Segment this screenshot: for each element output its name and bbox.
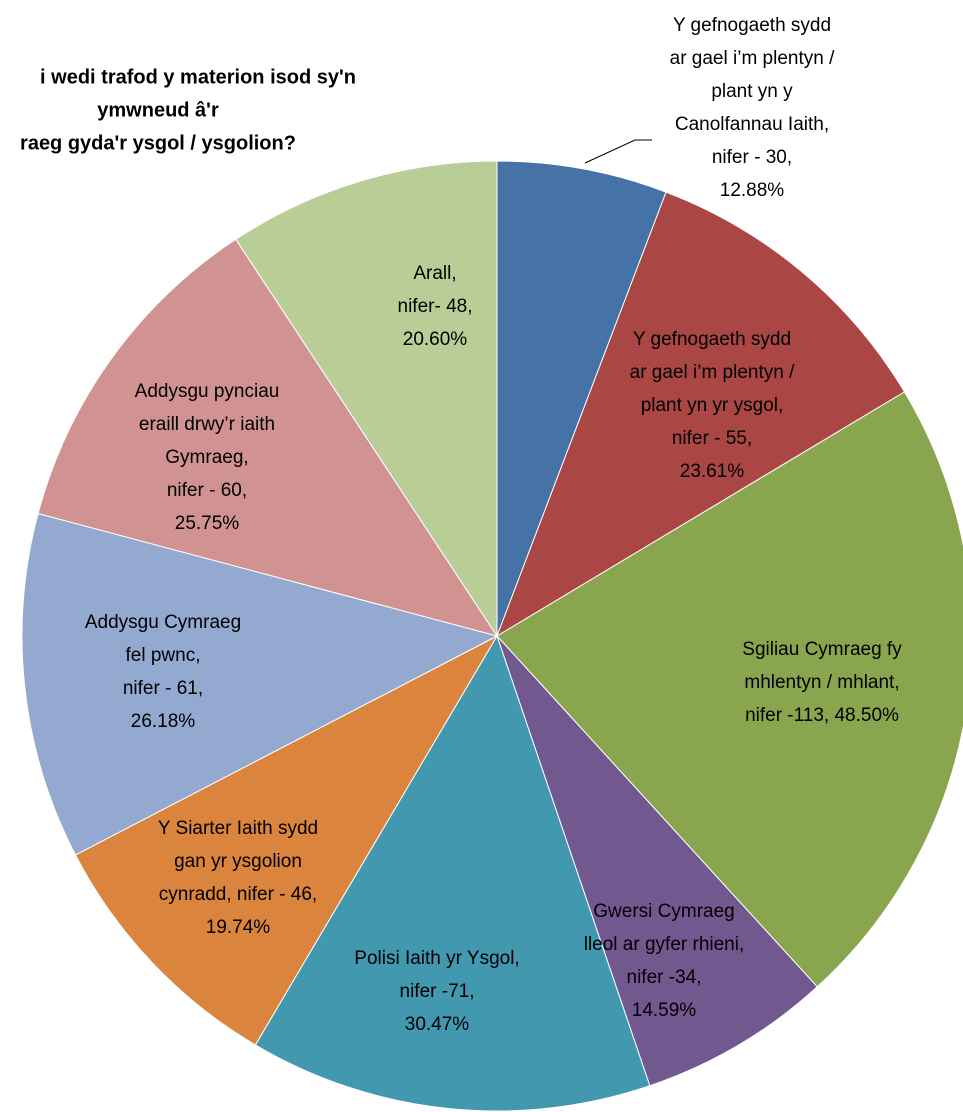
slice-label-line: 12.88% xyxy=(720,180,785,201)
pie-slice-gwersi xyxy=(496,635,818,1087)
slice-label-line: fel pwnc, xyxy=(126,645,201,666)
slice-labels: Y gefnogaeth sydd ar gael i’m plentyn / pl… xyxy=(85,15,902,1035)
slice-label-polisi: Polisi Iaith yr Ysgol, nifer -71, 30.47% xyxy=(354,948,519,1035)
slice-label-line: Canolfannau Iaith, xyxy=(675,114,829,135)
leader-line-canolfannau xyxy=(584,139,652,164)
slice-label-line: nifer -71, xyxy=(400,981,475,1002)
slice-label-line: nifer - 55, xyxy=(672,428,752,449)
slice-label-line: 26.18% xyxy=(131,711,196,732)
pie-slice-canolfannau xyxy=(496,160,667,637)
slice-label-line: Addysgu Cymraeg xyxy=(85,612,241,633)
slice-label-line: 14.59% xyxy=(632,1000,697,1021)
slice-label-line: nifer- 48, xyxy=(398,296,473,317)
slice-label-line: Y gefnogaeth sydd xyxy=(673,15,831,36)
slice-label-arall: Arall, nifer- 48, 20.60% xyxy=(398,263,473,350)
slice-label-line: Y Siarter Iaith sydd xyxy=(158,818,318,839)
pie-slice-ysgol-support xyxy=(496,191,906,638)
slice-label-line: plant yn yr ysgol, xyxy=(641,395,784,416)
slice-label-line: Sgiliau Cymraeg fy xyxy=(742,639,902,660)
slice-label-line: 30.47% xyxy=(405,1014,470,1035)
slice-label-line: Gwersi Cymraeg xyxy=(593,901,734,922)
leader-lines xyxy=(584,139,652,164)
slice-label-ysgol-support: Y gefnogaeth sydd ar gael i’m plentyn / pl… xyxy=(630,329,795,482)
slice-label-siarter: Y Siarter Iaith sydd gan yr ysgolion cynra… xyxy=(158,818,318,938)
slice-label-line: nifer -34, xyxy=(627,967,702,988)
chart-title-line: ymwneud â'r xyxy=(97,99,219,121)
slice-label-addysgu-cymraeg: Addysgu Cymraeg fel pwnc, nifer - 61, 26.18… xyxy=(85,612,241,732)
chart-title-line: i wedi trafod y materion isod sy'n xyxy=(40,66,356,88)
slices-layer xyxy=(21,160,963,1112)
slice-label-line: cynradd, nifer - 46, xyxy=(159,884,317,905)
pie-slice-arall xyxy=(235,160,498,638)
pie-slice-sgiliau xyxy=(496,391,963,988)
slice-label-line: Polisi Iaith yr Ysgol, xyxy=(354,948,519,969)
slice-label-canolfannau: Y gefnogaeth sydd ar gael i’m plentyn / pl… xyxy=(670,15,835,201)
slice-label-line: Gymraeg, xyxy=(165,447,248,468)
chart-title-line: raeg gyda'r ysgol / ysgolion? xyxy=(20,132,296,154)
slice-label-line: plant yn y xyxy=(711,81,793,102)
slice-label-line: nifer -113, 48.50% xyxy=(745,705,899,726)
slice-label-addysgu-pynciau: Addysgu pynciau eraill drwy’r iaith Gymrae… xyxy=(135,381,280,534)
slice-label-line: 23.61% xyxy=(680,461,745,482)
slice-label-line: 20.60% xyxy=(403,329,468,350)
pie-slice-polisi xyxy=(254,634,651,1112)
slice-label-line: mhlentyn / mhlant, xyxy=(744,672,899,693)
slice-label-line: eraill drwy’r iaith xyxy=(139,414,275,435)
slice-label-line: nifer - 30, xyxy=(712,147,792,168)
slice-label-line: gan yr ysgolion xyxy=(174,851,302,872)
pie-slice-addysgu-cymraeg xyxy=(21,512,499,856)
chart-title: i wedi trafod y materion isod sy'n ymwneu… xyxy=(20,66,356,154)
slice-label-line: 19.74% xyxy=(206,917,271,938)
slice-label-sgiliau: Sgiliau Cymraeg fy mhlentyn / mhlant, nife… xyxy=(742,639,902,726)
slice-label-line: ar gael i’m plentyn / xyxy=(630,362,795,383)
slice-label-line: lleol ar gyfer rhieni, xyxy=(584,934,745,955)
slice-label-gwersi: Gwersi Cymraeg lleol ar gyfer rhieni, nife… xyxy=(584,901,745,1021)
pie-slice-siarter xyxy=(74,634,499,1046)
slice-label-line: nifer - 60, xyxy=(167,480,247,501)
slice-label-line: nifer - 61, xyxy=(123,678,203,699)
slice-label-line: 25.75% xyxy=(175,513,240,534)
pie-slice-addysgu-pynciau xyxy=(37,238,499,637)
slice-label-line: ar gael i’m plentyn / xyxy=(670,48,835,69)
slice-label-line: Addysgu pynciau xyxy=(135,381,280,402)
slice-label-line: Arall, xyxy=(413,263,456,284)
slice-label-line: Y gefnogaeth sydd xyxy=(633,329,791,350)
